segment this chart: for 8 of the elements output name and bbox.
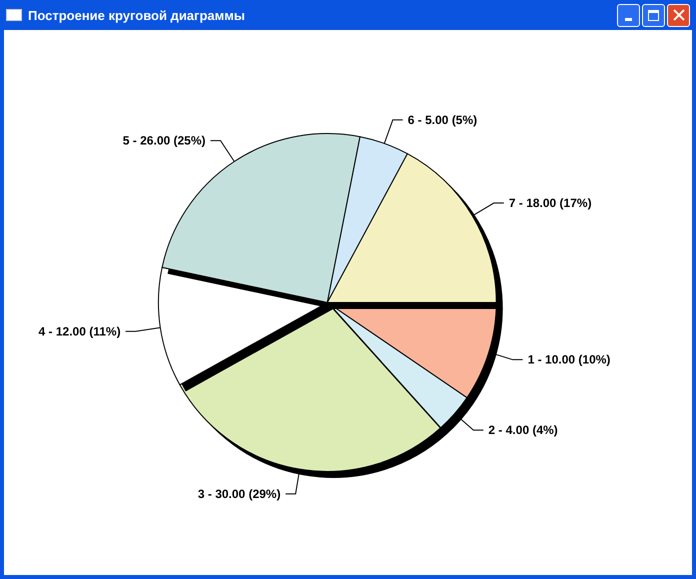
chart-title: Построение круговой диаграммы [28,8,246,22]
slice-label: 6 - 5.00 (5%) [408,112,478,127]
slice-label: 2 - 4.00 (4%) [488,423,558,438]
slice-label: 4 - 12.00 (11%) [38,324,121,338]
slice-label: 5 - 26.00 (25%) [122,134,206,148]
slice-label: 7 - 18.00 (17%) [508,196,592,210]
slice-label: 3 - 30.00 (29%) [198,486,281,501]
slice-label: 1 - 10.00 (10%) [528,352,610,367]
